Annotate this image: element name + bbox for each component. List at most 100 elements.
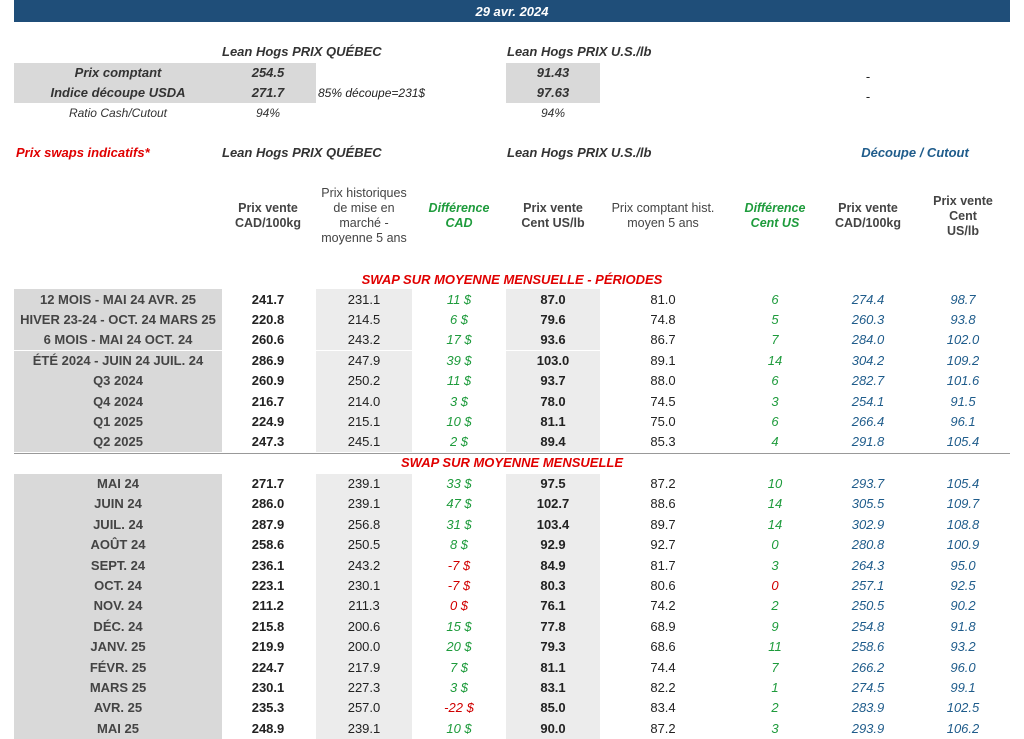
cell: 248.9 [251, 720, 285, 736]
cell: 235.3 [251, 700, 285, 716]
cell: 211.2 [252, 598, 284, 614]
cell: 266.4 [851, 413, 885, 429]
cell: 224.9 [251, 413, 285, 429]
cell: 243.2 [347, 332, 381, 348]
column-header: Prix historiques de mise en marché - moy… [321, 186, 407, 245]
cell: 293.7 [851, 476, 885, 491]
cell: 266.2 [851, 659, 885, 675]
cell: 87.0 [540, 291, 566, 307]
cell-background [506, 473, 600, 495]
cell: 90.0 [540, 720, 566, 736]
cell: 214.0 [347, 393, 381, 409]
quebec-title: Lean Hogs PRIX QUÉBEC [222, 145, 382, 160]
cell: 6 [771, 291, 779, 307]
cell: 6 [771, 413, 779, 429]
cell: 87.2 [650, 476, 676, 491]
cell: 214.5 [347, 311, 381, 327]
column-header: Prix comptant hist. moyen 5 ans [611, 201, 715, 230]
cell-background [506, 411, 600, 433]
cell: 106.2 [946, 720, 980, 736]
cell: 33 $ [446, 476, 472, 491]
row-label: HIVER 23-24 - OCT. 24 MARS 25 [20, 311, 216, 327]
cell: 250.5 [851, 598, 885, 614]
cell-background [506, 289, 600, 310]
cell-background [506, 575, 600, 597]
cell-background [14, 596, 222, 617]
cell-background [506, 494, 600, 515]
row-label: ÉTÉ 2024 - JUIN 24 JUIL. 24 [32, 352, 204, 368]
cell: 39 $ [446, 352, 472, 368]
cell: 109.2 [946, 352, 980, 368]
cell: 200.0 [347, 639, 381, 655]
cell: 14 [767, 496, 783, 512]
cell: 93.8 [950, 311, 976, 327]
cell: 3 [771, 720, 779, 736]
cell-background [14, 350, 222, 371]
row-label: AOÛT 24 [90, 537, 146, 553]
cell: 231.1 [347, 291, 381, 307]
cell: 236.1 [251, 557, 285, 573]
cell: 89.1 [650, 352, 676, 368]
cell-background [316, 309, 412, 331]
cell-background [506, 330, 600, 351]
row-label: MAI 25 [97, 720, 139, 736]
cell: 74.8 [650, 311, 676, 327]
cell: 250.5 [347, 537, 381, 553]
row-label: Q2 2025 [93, 434, 143, 450]
cell: 102.5 [946, 700, 980, 716]
column-header: Prix vente Cent US/lb [521, 201, 585, 230]
cell: 92.5 [950, 578, 976, 593]
cell-background [316, 616, 412, 637]
cell-background [506, 63, 600, 103]
cell: 108.8 [946, 516, 980, 532]
cell: 5 [771, 311, 779, 327]
cell-background [316, 596, 412, 617]
cell: 305.5 [851, 496, 885, 512]
cell: 103.0 [536, 352, 570, 368]
cell: 80.6 [650, 578, 676, 593]
cell: 0 $ [449, 598, 469, 614]
cell-background [316, 473, 412, 495]
cell: 2 [771, 598, 779, 614]
cell: 274.4 [851, 291, 885, 307]
cell-background [316, 514, 412, 535]
cell-background [14, 330, 222, 351]
cell-background [316, 677, 412, 699]
cell: 2 $ [449, 434, 469, 450]
cell: 84.9 [540, 557, 566, 573]
cell: 215.8 [251, 618, 285, 634]
cell: 260.6 [251, 332, 285, 348]
cell: 3 [771, 557, 779, 573]
cell: 101.6 [946, 373, 980, 389]
cell: 89.4 [540, 434, 566, 450]
us-title: Lean Hogs PRIX U.S./lb [507, 145, 652, 160]
cell: 17 $ [446, 332, 472, 348]
cell-background [316, 657, 412, 678]
cell: 90.2 [950, 598, 976, 614]
cell: 96.1 [950, 413, 976, 429]
cell: 10 [767, 476, 783, 491]
cell: 89.7 [650, 516, 676, 532]
cell: 96.0 [950, 659, 976, 675]
column-header: Prix vente CAD/100kg [835, 201, 901, 230]
cell: 74.2 [650, 598, 676, 614]
row-label: Q1 2025 [93, 413, 143, 429]
row-label: Q3 2024 [93, 373, 143, 389]
cell-background [506, 698, 600, 719]
cell: 92.9 [540, 537, 566, 553]
cell-background [316, 575, 412, 597]
cell-background [14, 289, 222, 310]
cell: 247.3 [251, 434, 285, 450]
cell-background [506, 555, 600, 576]
cell: 83.1 [540, 680, 566, 695]
cell-background [506, 535, 600, 556]
column-header: Différence CAD [428, 201, 490, 230]
cell-background [316, 535, 412, 556]
cell: 1 [771, 680, 779, 695]
cell: 280.8 [851, 537, 885, 553]
cell: 271.7 [251, 476, 285, 491]
cell: 254.8 [851, 618, 885, 634]
cell-background [14, 432, 222, 453]
column-header: Prix vente Cent US/lb [933, 193, 993, 238]
cell: 256.8 [347, 516, 381, 532]
